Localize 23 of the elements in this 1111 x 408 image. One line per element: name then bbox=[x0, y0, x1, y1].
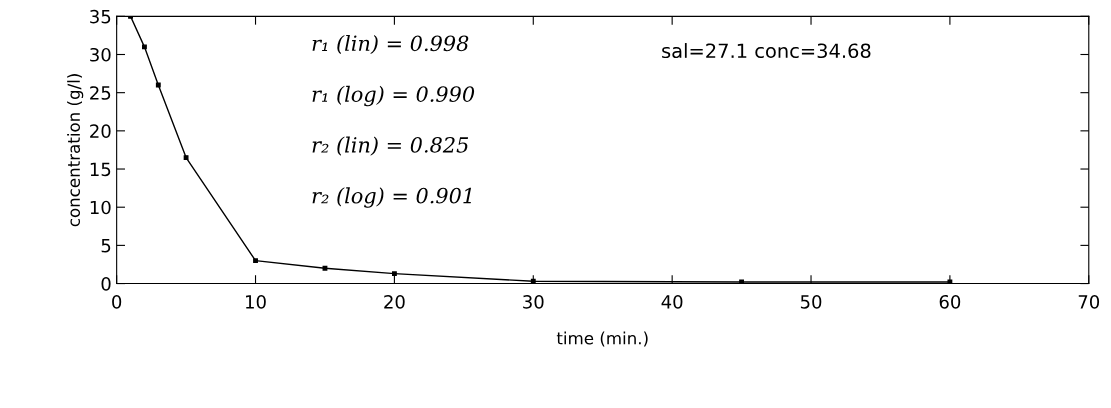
y-tick-label: 35 bbox=[90, 9, 111, 24]
x-tick-label: 60 bbox=[939, 294, 961, 309]
y-tick-label: 25 bbox=[90, 86, 111, 100]
annotation: r₁ (lin) = 0.998 bbox=[312, 35, 469, 55]
x-tick-label: 50 bbox=[800, 294, 822, 309]
y-axis-title: concentration (g/l) bbox=[67, 74, 84, 227]
x-tick-label: 40 bbox=[661, 294, 683, 309]
x-tick-label: 10 bbox=[246, 294, 266, 309]
x-tick-label: 30 bbox=[523, 294, 544, 309]
x-axis-title: time (min.) bbox=[556, 331, 648, 347]
x-tick-label: 0 bbox=[112, 294, 122, 309]
x-tick-label: 20 bbox=[384, 294, 405, 309]
y-tick-label: 30 bbox=[90, 47, 111, 62]
y-tick-label: 5 bbox=[101, 239, 111, 253]
annotation: r₂ (lin) = 0.825 bbox=[312, 136, 469, 156]
y-tick-label: 20 bbox=[90, 124, 111, 138]
y-tick-label: 15 bbox=[90, 162, 111, 177]
x-tick-label: 70 bbox=[1078, 294, 1100, 309]
y-tick-label: 10 bbox=[90, 200, 111, 215]
annotation: r₂ (log) = 0.901 bbox=[312, 187, 472, 208]
y-tick-label: 0 bbox=[101, 277, 111, 291]
annotation: sal=27.1 conc=34.68 bbox=[662, 43, 871, 59]
annotation: r₁ (log) = 0.990 bbox=[312, 85, 475, 107]
